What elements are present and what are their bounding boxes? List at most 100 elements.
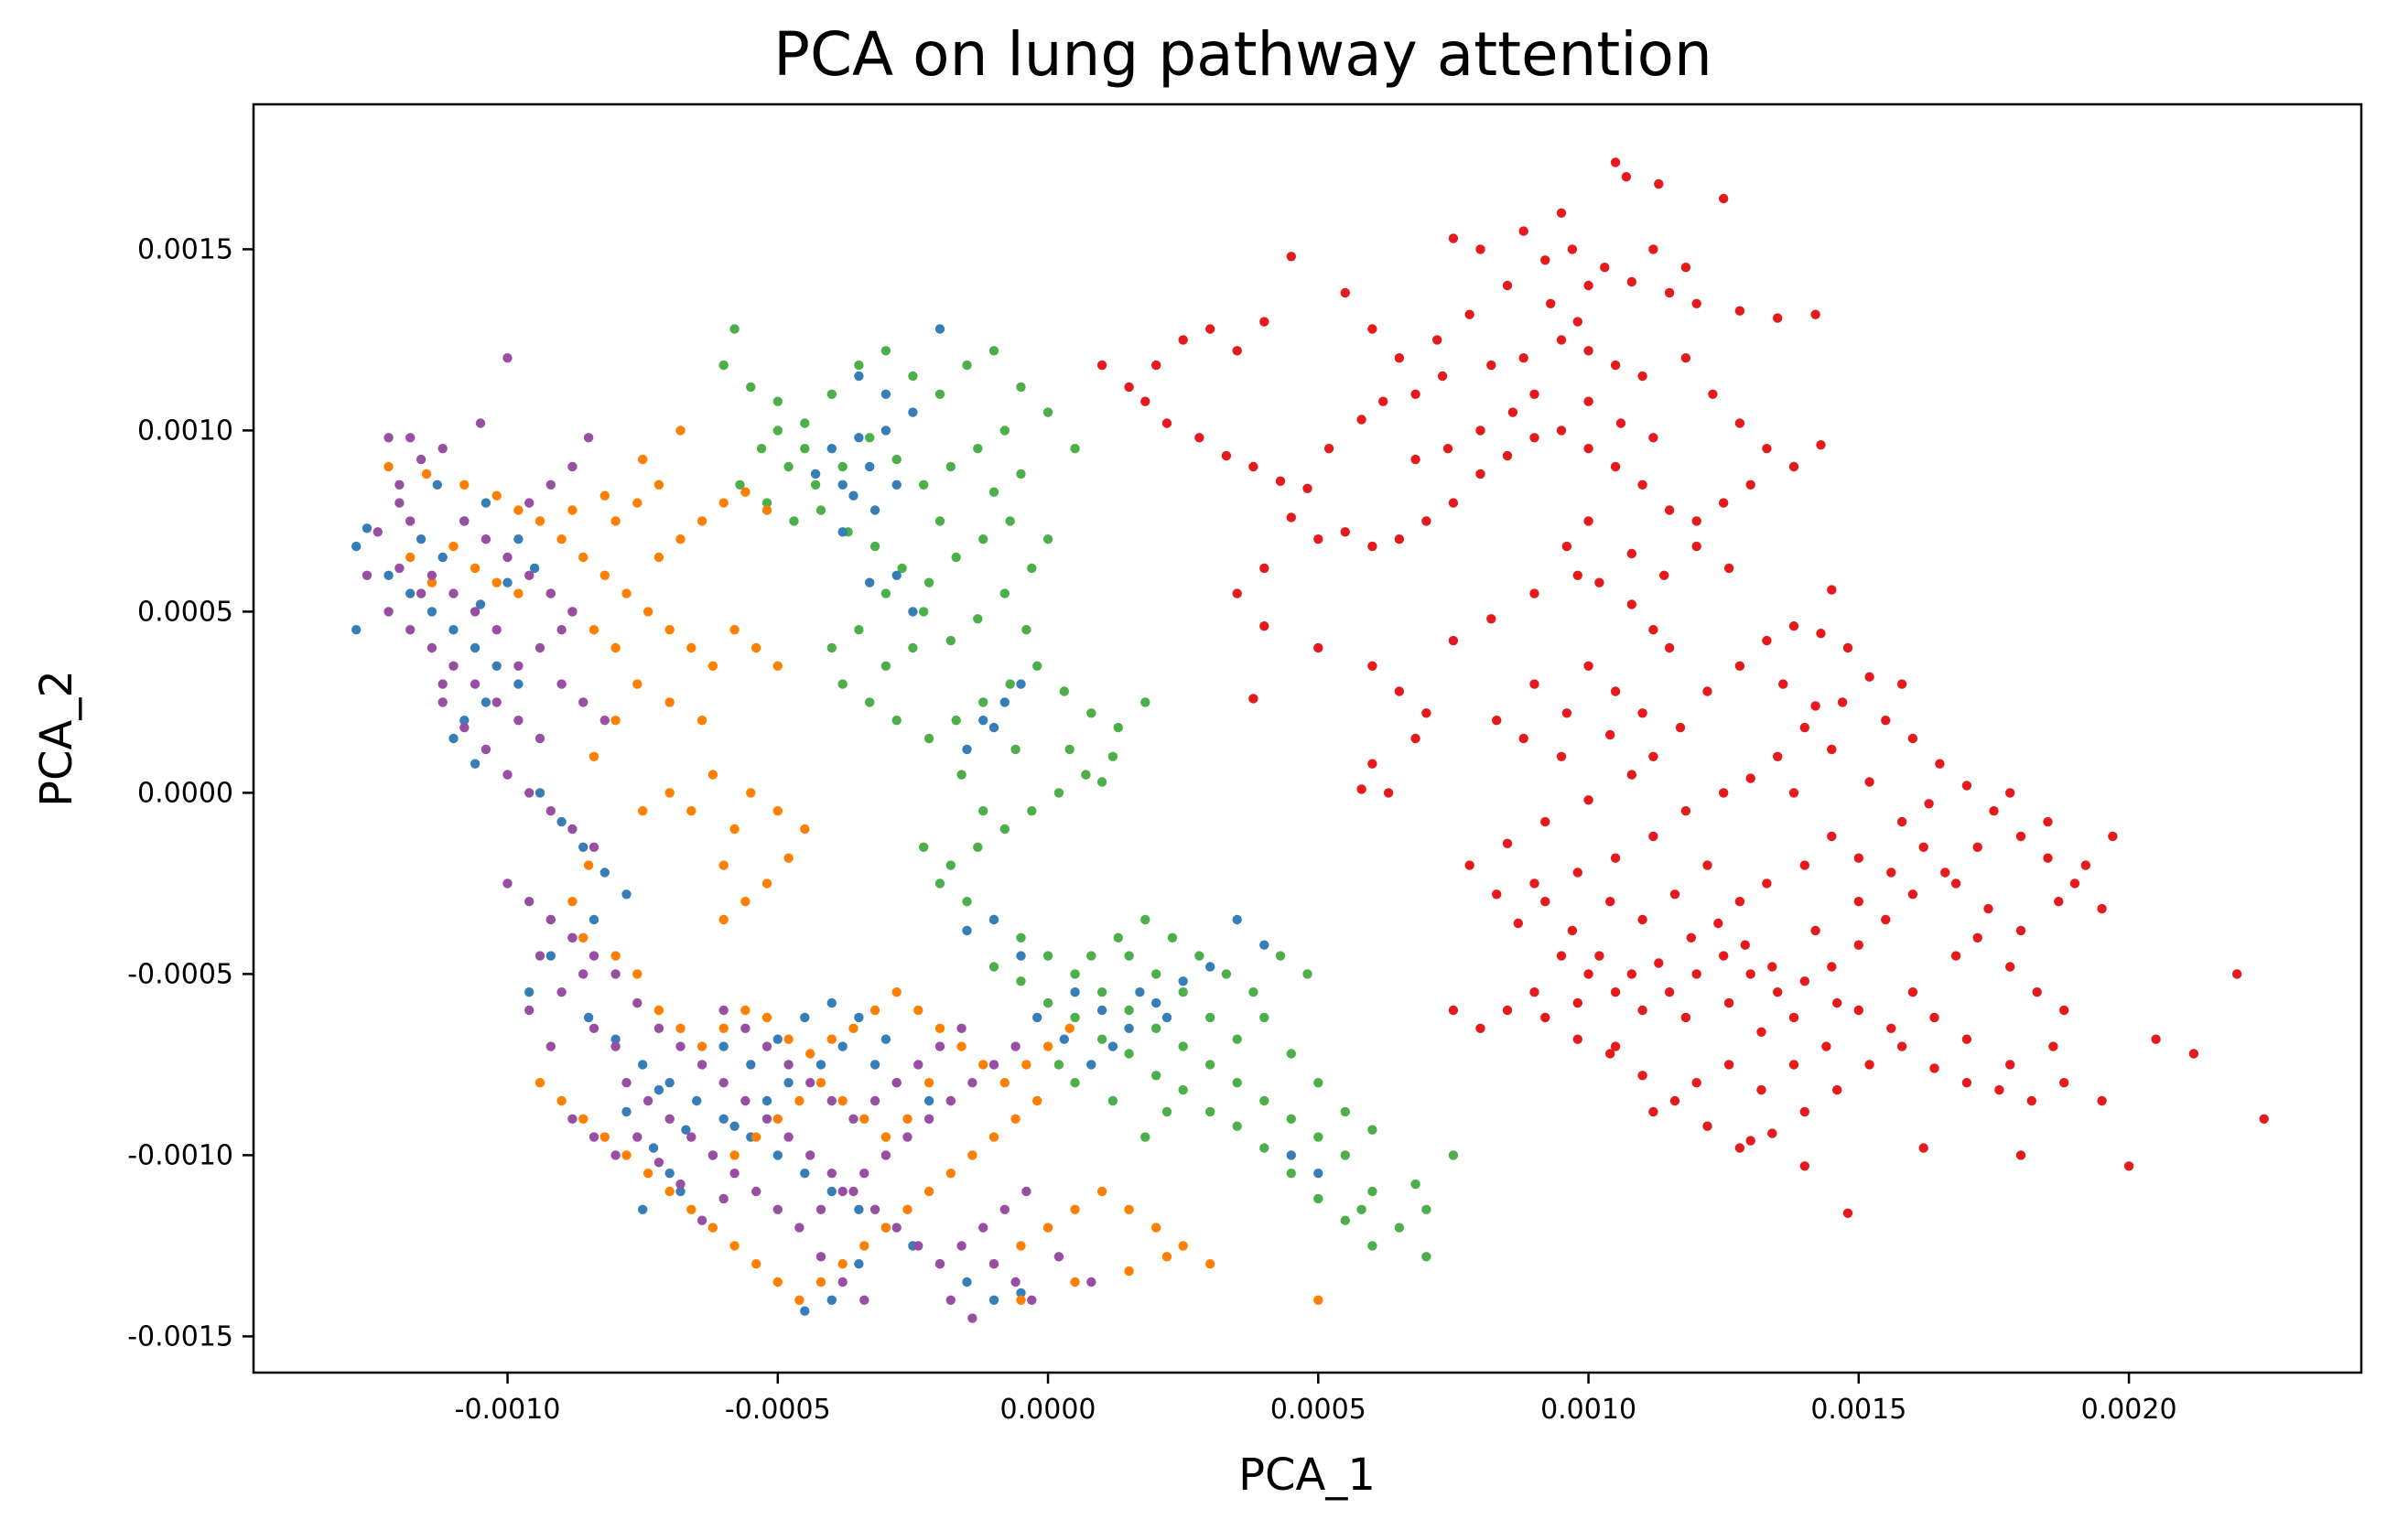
data-point (1151, 1023, 1161, 1034)
data-point (653, 1005, 664, 1016)
data-point (524, 570, 535, 580)
x-tick-label: 0.0005 (1270, 1394, 1366, 1426)
data-point (696, 1041, 707, 1051)
data-point (1734, 897, 1745, 907)
x-axis-ticks: -0.0010 -0.0005 0.0000 0.0005 0.0010 0.0015 0.… (455, 1373, 2177, 1426)
data-point (610, 951, 621, 961)
data-point (1778, 679, 1788, 689)
data-point (1853, 897, 1864, 907)
data-point (1827, 744, 1837, 755)
data-point (1648, 831, 1658, 842)
data-point (978, 534, 988, 544)
data-point (1096, 1034, 1107, 1044)
data-point (1572, 570, 1583, 580)
data-point (865, 461, 875, 472)
data-point (448, 588, 459, 598)
data-point (1421, 1252, 1431, 1262)
data-point (642, 1095, 653, 1106)
points-layer (351, 157, 2269, 1323)
data-point (718, 914, 729, 925)
data-point (2123, 1161, 2134, 1171)
data-point (815, 1204, 826, 1215)
data-point (545, 806, 556, 816)
data-point (475, 599, 486, 609)
data-point (1367, 1125, 1377, 1135)
data-point (854, 433, 864, 443)
data-point (956, 1023, 966, 1034)
data-point (427, 577, 437, 587)
data-point (1745, 969, 1755, 979)
data-point (373, 527, 383, 537)
data-point (869, 1095, 880, 1106)
data-point (529, 563, 540, 574)
data-point (1096, 987, 1107, 997)
data-point (545, 479, 556, 490)
data-point (1016, 679, 1026, 689)
data-point (1394, 1223, 1405, 1233)
data-point (1448, 1150, 1459, 1160)
data-point (988, 962, 999, 972)
data-point (826, 1295, 837, 1306)
data-point (405, 588, 416, 598)
data-point (800, 444, 810, 454)
data-point (1059, 1034, 1070, 1044)
data-point (1864, 672, 1874, 682)
data-point (1950, 878, 1961, 889)
data-point (1513, 918, 1524, 929)
data-point (583, 860, 594, 870)
data-point (973, 842, 983, 852)
data-point (1853, 1005, 1864, 1016)
data-point (578, 932, 589, 943)
data-point (826, 444, 837, 454)
data-point (632, 1132, 642, 1142)
data-point (934, 516, 945, 526)
data-point (945, 1169, 956, 1179)
data-point (1016, 1295, 1026, 1306)
data-point (1021, 1186, 1031, 1197)
data-point (805, 1078, 815, 1088)
data-point (1340, 1150, 1351, 1160)
data-point (1232, 346, 1242, 356)
data-point (383, 570, 394, 580)
data-point (1010, 1277, 1020, 1288)
data-point (1686, 932, 1697, 943)
data-point (729, 1241, 740, 1251)
data-point (1081, 770, 1091, 780)
data-point (1540, 897, 1550, 907)
data-point (1140, 697, 1150, 707)
data-point (1113, 722, 1124, 733)
data-point (1232, 914, 1242, 925)
data-point (729, 1121, 740, 1131)
data-point (962, 744, 972, 755)
data-point (859, 1169, 869, 1179)
data-point (1740, 940, 1751, 950)
data-point (2059, 1078, 2069, 1088)
data-point (1313, 1078, 1323, 1088)
data-point (1464, 860, 1474, 870)
data-point (427, 570, 437, 580)
data-point (524, 788, 535, 798)
data-point (1816, 629, 1826, 639)
data-point (1421, 1204, 1431, 1215)
data-point (1140, 914, 1150, 925)
data-point (502, 770, 513, 780)
data-point (448, 625, 459, 635)
data-point (826, 642, 837, 653)
data-point (854, 1204, 864, 1215)
data-point (1492, 716, 1502, 726)
data-point (967, 1313, 977, 1323)
data-point (556, 534, 567, 544)
data-point (880, 1223, 891, 1233)
data-point (1502, 280, 1513, 291)
data-point (1940, 867, 1950, 878)
data-point (848, 1023, 858, 1034)
data-point (513, 588, 524, 598)
data-point (1756, 1084, 1766, 1095)
data-point (783, 1034, 794, 1044)
data-point (854, 625, 864, 635)
data-point (1572, 317, 1583, 327)
data-point (1205, 1106, 1215, 1117)
data-point (1005, 516, 1015, 526)
data-point (1773, 987, 1783, 997)
data-point (481, 697, 491, 707)
